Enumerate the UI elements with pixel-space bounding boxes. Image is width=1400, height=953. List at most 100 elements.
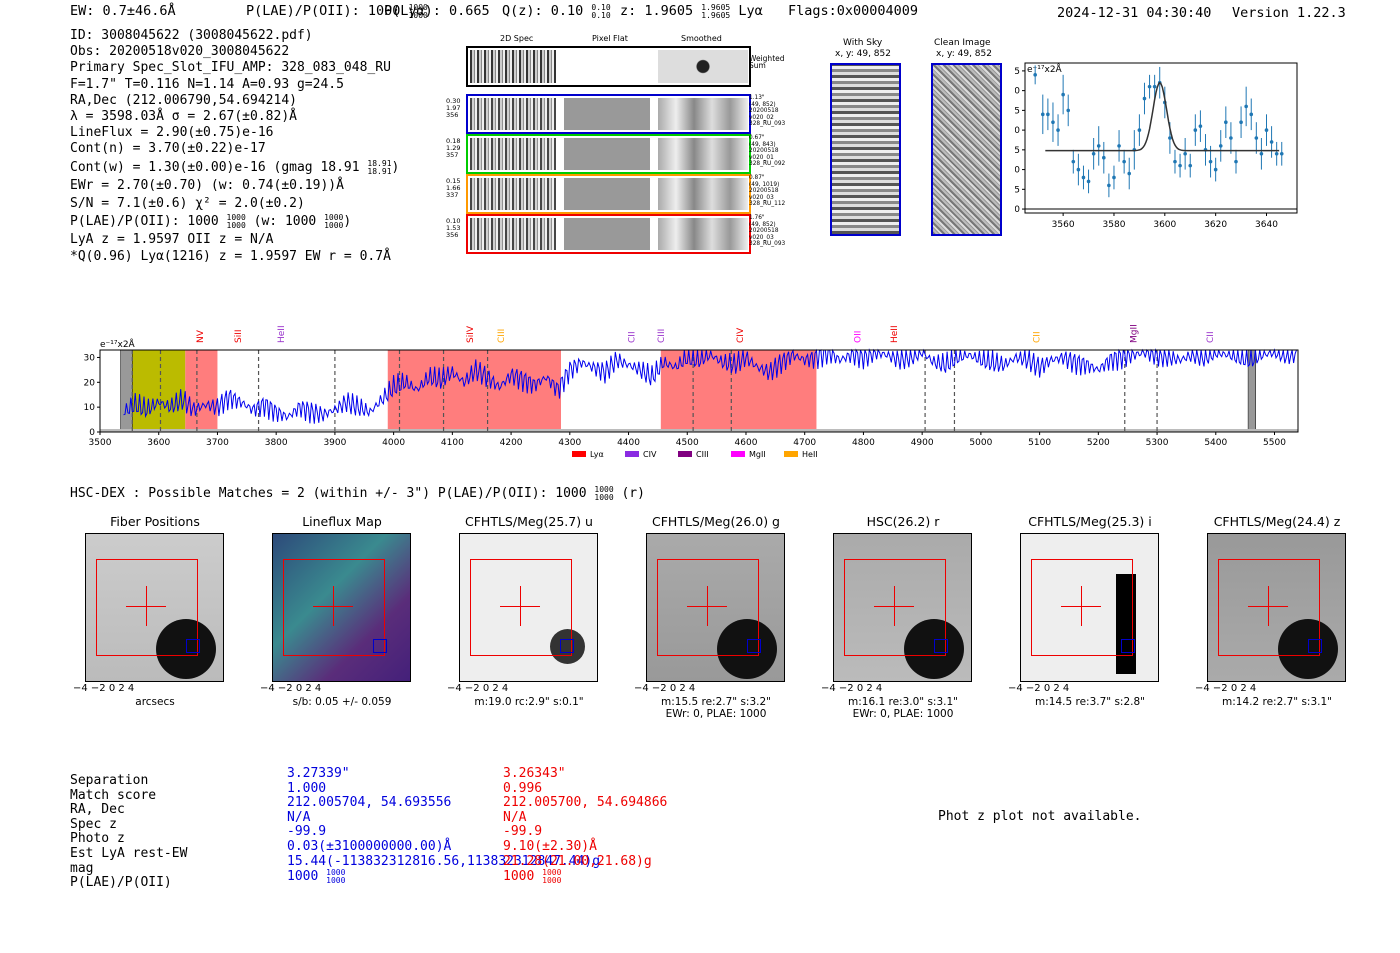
fit-data-point [1183, 151, 1187, 156]
cutout-title: CFHTLS/Meg(25.3) i [1028, 514, 1152, 529]
cutout-crosshair-v [333, 586, 334, 626]
hsc-dex-lo: 1000 [594, 493, 614, 502]
info-params: F=1.7" T=0.116 N=1.14 A=0.93 g=24.5 [70, 76, 344, 92]
spec-row-left-value: 0.30 [446, 97, 461, 105]
match-value: 3.26343" [503, 766, 566, 781]
info-plae-lo: 1000 [226, 221, 246, 231]
spec-row-right-value: 0.87" [749, 175, 765, 181]
fit-data-point [1040, 112, 1045, 117]
match-value: 1000 1000 1000 [503, 869, 667, 885]
match-value: 9.10(±2.30)Å [503, 838, 597, 854]
info-obs: Obs: 20200518v020_3008045622 [70, 44, 290, 60]
fit-data-point [1218, 144, 1223, 148]
fit-data-point [1244, 104, 1248, 109]
spec2d-panel: 2D Spec Pixel Flat Smoothed Weighted Sum… [438, 32, 798, 257]
fit-data-point [1259, 151, 1264, 156]
info-q: *Q(0.96) Lyα(1216) z = 1.9597 EW r = 0.7… [70, 248, 391, 264]
spectrum-legend-swatch [625, 451, 639, 457]
header-plae: P(LAE)/P(OII): 1000 1000 1000 [246, 3, 428, 20]
sky-image [830, 63, 901, 236]
cutout-image [459, 533, 598, 682]
spec-row-right-values: 1.76" (49, 852) 20200518 v020_03 328_RU_093 [749, 215, 785, 248]
info-contn: Cont(n) = 3.70(±0.22)e-17 [70, 141, 266, 157]
spec-row-right-value: v020_02 [749, 114, 774, 121]
header-plya: P(Lyα): 0.665 [384, 3, 490, 19]
fit-data-point [1051, 120, 1055, 125]
spectrum-line-label: SiII [234, 329, 244, 343]
spec-row-right-value: (49, 1019) [749, 181, 780, 188]
header-plae-lo: 1000 [408, 11, 428, 20]
fit-data-point [1173, 159, 1177, 164]
cutout-caption: m:15.5 re:2.7" s:3.2" EWr: 0, PLAE: 1000 [626, 696, 806, 720]
match-value: 21.28(21.00,21.68)g [503, 853, 652, 869]
info-block: ID: 3008045622 (3008045622.pdf) Obs: 202… [70, 28, 399, 265]
spec-row-left-value: 1.97 [446, 104, 461, 112]
match-value: 0.996 [503, 780, 543, 796]
fit-x-tick-label: 3580 [1103, 220, 1126, 230]
spec-row-left-values: 0.15 1.66 337 [446, 178, 460, 199]
spectrum-x-tick-label: 4000 [382, 438, 405, 448]
spec-row-2d-image [470, 218, 556, 250]
match-value: 212.005704, 54.693556 [287, 795, 452, 811]
cutout-title: CFHTLS/Meg(25.7) u [465, 514, 593, 529]
fit-data-point [1193, 128, 1198, 132]
cutout-blue-square [373, 639, 387, 653]
info-lineflux: LineFlux = 2.90(±0.75)e-16 [70, 125, 274, 141]
spectrum-x-tick-label: 4800 [852, 438, 875, 448]
header-ew: EW: 0.7±46.6Å [70, 3, 176, 19]
spec-row-smoothed-image [658, 178, 748, 210]
info-contw-lo: 18.91 [367, 166, 392, 176]
match-plae-frac: 1000 1000 [542, 869, 561, 885]
match-plae-hi: 1000 [326, 868, 346, 878]
spec-row-right-value: 20200518 [749, 228, 779, 234]
fit-y-tick-label: 10.0 [1015, 126, 1020, 136]
fit-data-point [1096, 144, 1101, 148]
sky-coords: x, y: 49, 852 [835, 49, 891, 59]
fit-data-point [1264, 128, 1269, 132]
cutout-red-box [470, 559, 572, 656]
spectrum-legend-label: Lyα [590, 450, 604, 459]
cutout-red-box [1031, 559, 1133, 656]
fit-data-point [1239, 120, 1243, 125]
spec-row-right-value: 20200518 [749, 108, 779, 114]
cutout-x-ticks: −4 −2 0 2 4 [821, 683, 883, 694]
hsc-dex-text: HSC-DEX : Possible Matches = 2 (within +… [70, 486, 587, 501]
spec-row-left-value: 356 [446, 111, 459, 119]
cutout-red-box [283, 559, 385, 656]
fit-model-curve [1045, 81, 1280, 152]
spec-row-flat-image [564, 138, 650, 170]
cutout-caption: m:14.2 re:2.7" s:3.1" [1187, 696, 1367, 708]
spec-row-left-values: 0.18 1.29 357 [446, 138, 460, 159]
spectrum-x-tick-label: 4400 [617, 438, 640, 448]
fit-y-tick-label: 7.5 [1015, 146, 1020, 156]
spectrum-x-tick-label: 3500 [89, 438, 112, 448]
match-value: 0.03(±3100000000.00)Å [287, 838, 452, 854]
cutout-caption-line: m:14.5 re:3.7" s:2.8" [1035, 696, 1145, 708]
fit-data-point [1147, 84, 1152, 89]
clean-image [931, 63, 1002, 236]
cutout-image [1020, 533, 1159, 682]
info-contw-text: Cont(w) = 1.30(±0.00)e-16 (gmag 18.91 [70, 159, 360, 175]
match-labels: Separation Match score RA, Dec Spec z Photo … [70, 773, 187, 891]
fit-data-point [1033, 73, 1037, 77]
spec-row-left-value: 0.15 [446, 177, 461, 185]
header-z-label: z: 1.9605 [620, 3, 694, 19]
spectrum-y-tick-label: 10 [84, 403, 96, 413]
spectrum-line-label: CIII [657, 329, 667, 343]
spec-row-flat-image [564, 178, 650, 210]
match-value: 3.27339" [287, 766, 350, 781]
cutout-crosshair-v [707, 586, 708, 626]
spectrum-line-label: NV [196, 329, 206, 343]
info-id: ID: 3008045622 (3008045622.pdf) [70, 28, 313, 43]
fit-data-point [1102, 155, 1106, 160]
cutout-crosshair-v [146, 586, 147, 626]
spectrum-x-tick-label: 4900 [911, 438, 934, 448]
header-z-hi: 1.9605 [701, 3, 731, 12]
spec-row-smoothed-image [658, 138, 748, 170]
fit-data-point [1254, 136, 1259, 140]
fit-data-point [1066, 108, 1071, 113]
cutout-caption-line: m:15.5 re:2.7" s:3.2" [661, 696, 771, 708]
spectrum-legend-label: MgII [749, 450, 766, 459]
spectrum-unit-label: e⁻¹⁷x2Å [100, 338, 136, 350]
fit-data-point [1213, 167, 1218, 172]
